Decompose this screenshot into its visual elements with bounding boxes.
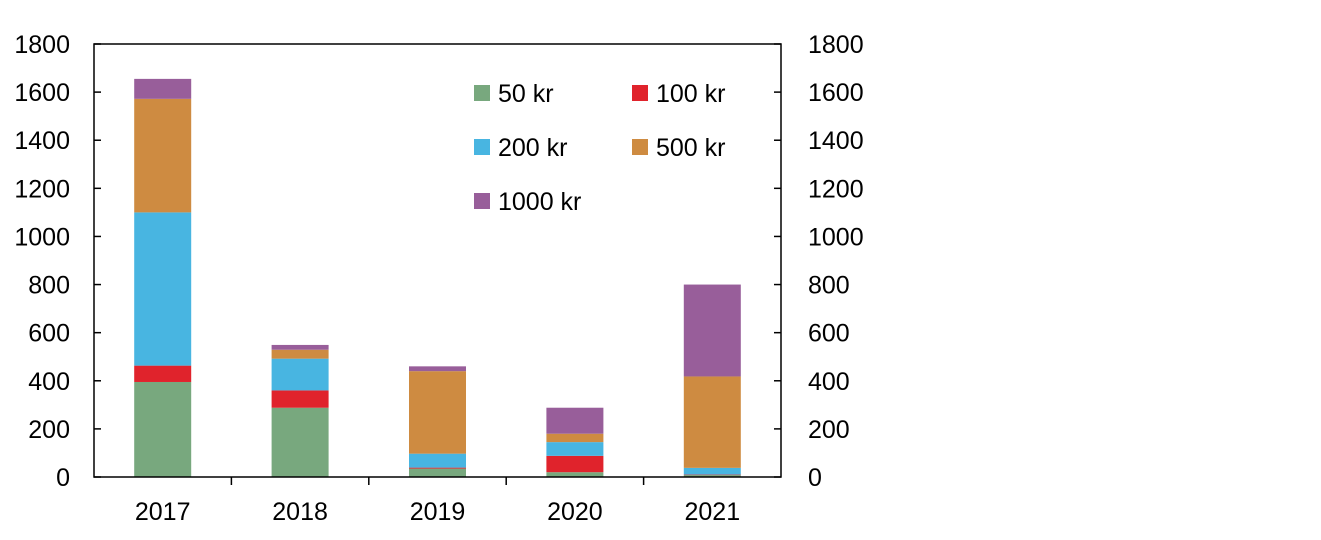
bar-2020-500-kr <box>546 433 604 443</box>
y-tick-label: 0 <box>56 464 70 492</box>
axes-layer <box>93 43 782 485</box>
y-tick-label: 400 <box>28 368 70 396</box>
bar-2020-1000-kr <box>546 407 604 434</box>
bar-2017-100-kr <box>134 365 192 382</box>
bar-2019-500-kr <box>409 371 466 454</box>
bar-2017-1000-kr <box>134 78 192 99</box>
y2-tick-label: 200 <box>808 416 850 444</box>
y-tick-label: 600 <box>28 320 70 348</box>
legend-swatch <box>474 193 490 209</box>
y2-tick-label: 1400 <box>808 127 864 155</box>
plot-frame <box>93 43 782 478</box>
bar-2019-100-kr <box>409 467 466 469</box>
x-tick-label: 2021 <box>684 498 740 526</box>
bar-2020-50-kr <box>546 472 604 477</box>
y-tick-label: 200 <box>28 416 70 444</box>
bar-2021-1000-kr <box>683 284 741 377</box>
bar-2017-200-kr <box>134 212 192 366</box>
bar-2019-200-kr <box>409 453 466 468</box>
y2-tick-label: 600 <box>808 320 850 348</box>
legend-label: 100 kr <box>656 80 725 108</box>
bar-2021-50-kr <box>683 475 741 477</box>
legend-swatch <box>632 139 648 155</box>
bar-2018-1000-kr <box>271 344 329 350</box>
y2-tick-label: 1200 <box>808 175 864 203</box>
y2-tick-label: 1000 <box>808 223 864 251</box>
y-tick-label: 1600 <box>14 79 70 107</box>
y2-tick-label: 800 <box>808 272 850 300</box>
legend-label: 200 kr <box>498 134 567 162</box>
bar-2021-200-kr <box>683 467 741 475</box>
y-tick-label: 1200 <box>14 175 70 203</box>
legend-swatch <box>474 85 490 101</box>
left-y-tick-labels: 0 200 400 600 800 1000 1200 1400 1600 1800 <box>14 31 70 492</box>
bar-2017-50-kr <box>134 381 192 477</box>
x-tick-label: 2019 <box>410 498 466 526</box>
bar-2020-200-kr <box>546 442 604 456</box>
bar-2019-1000-kr <box>409 366 466 372</box>
legend-label: 500 kr <box>656 134 725 162</box>
right-y-tick-labels: 0 200 400 600 800 1000 1200 1400 1600 1800 <box>808 31 864 492</box>
y2-tick-label: 0 <box>808 464 822 492</box>
legend: 50 kr 100 kr 200 kr 500 kr 1000 kr <box>474 80 725 216</box>
bar-2018-500-kr <box>271 349 329 359</box>
bar-2017-500-kr <box>134 98 192 213</box>
y2-tick-label: 1800 <box>808 31 864 59</box>
legend-swatch <box>632 85 648 101</box>
legend-label: 1000 kr <box>498 188 581 216</box>
y2-tick-label: 1600 <box>808 79 864 107</box>
y-tick-label: 800 <box>28 272 70 300</box>
x-tick-label: 2020 <box>547 498 603 526</box>
bar-2018-200-kr <box>271 358 329 391</box>
bar-2020-100-kr <box>546 455 604 473</box>
bar-2018-100-kr <box>271 390 329 408</box>
legend-swatch <box>474 139 490 155</box>
bar-2021-500-kr <box>683 376 741 468</box>
bar-2019-50-kr <box>409 468 466 477</box>
y2-tick-label: 400 <box>808 368 850 396</box>
y-tick-label: 1000 <box>14 223 70 251</box>
y-tick-label: 1400 <box>14 127 70 155</box>
bar-2018-50-kr <box>271 407 329 477</box>
bars-layer <box>134 78 741 477</box>
y-tick-label: 1800 <box>14 31 70 59</box>
legend-label: 50 kr <box>498 80 554 108</box>
x-tick-label: 2017 <box>135 498 191 526</box>
x-tick-label: 2018 <box>272 498 328 526</box>
x-tick-labels: 2017 2018 2019 2020 2021 <box>135 498 740 526</box>
